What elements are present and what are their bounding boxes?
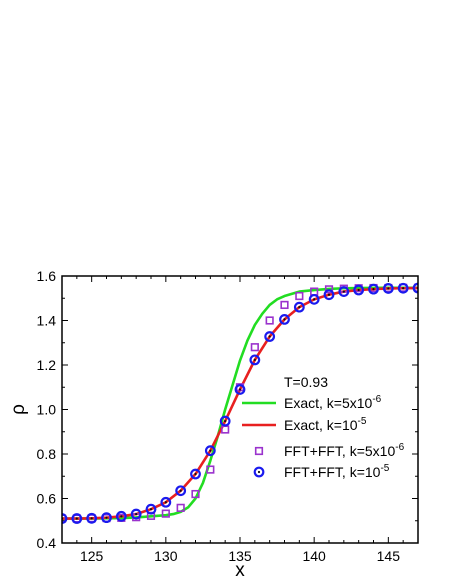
fft-k1e-5-point-center: [135, 512, 138, 516]
fft-k1e-5-point-center: [372, 288, 375, 291]
fft-k1e-5-point: [115, 510, 127, 522]
legend-label-exponent: -5: [358, 416, 367, 427]
fft-k1e-5-point-center: [268, 335, 271, 338]
legend-label-0: Exact, k=5x10-6: [284, 394, 382, 411]
fft-k1e-5-point-center: [164, 501, 167, 504]
fft-k1e-5-point: [145, 503, 157, 515]
fft-k1e-5-point: [234, 384, 246, 395]
x-tick-label: 145: [377, 548, 401, 564]
fft-k1e-5-point: [71, 513, 83, 524]
fft-k1e-5-point: [190, 468, 201, 480]
fft-k1e-5-point-center: [209, 449, 212, 452]
y-tick-label: 1.2: [37, 357, 57, 373]
y-tick-label: 1.6: [37, 268, 57, 284]
fft-k1e-5-point: [353, 284, 365, 296]
fft-k1e-5-point: [219, 415, 231, 427]
y-axis-label: ρ: [8, 404, 29, 415]
fft-k5e-6-point: [295, 291, 304, 301]
fft-k1e-5-point: [397, 282, 409, 294]
fft-k1e-5-point-center: [238, 388, 242, 391]
fft-k1e-5-point: [130, 508, 142, 520]
fft-k5e-6-point: [206, 465, 215, 474]
fft-k1e-5-point-center: [387, 287, 390, 290]
temperature-annotation: T=0.93: [284, 374, 328, 390]
exact-k5e-6-line: [62, 286, 418, 520]
y-tick-label: 0.8: [37, 446, 57, 462]
fft-k1e-5-point: [86, 512, 98, 524]
fft-k5e-6-point: [176, 503, 185, 512]
x-tick-label: 135: [228, 548, 252, 564]
legend-marker-2: [254, 446, 264, 456]
x-tick-label: 140: [302, 548, 326, 564]
fft-k1e-5-point: [368, 283, 379, 295]
fft-k1e-5-point-center: [120, 515, 123, 518]
legend-label-text: FFT+FFT, k=10: [284, 464, 381, 480]
x-tick-label: 130: [154, 548, 178, 564]
fft-k1e-5-point: [412, 282, 418, 294]
fft-k1e-5-point-center: [283, 318, 286, 321]
fft-k5e-6-point: [324, 285, 334, 294]
fft-k1e-5-point: [175, 485, 187, 497]
fft-k1e-5-point-center: [179, 489, 182, 492]
fft-k1e-5-point-center: [224, 419, 227, 423]
legend-label-1: Exact, k=10-5: [284, 416, 367, 433]
fft-k1e-5-point: [249, 354, 261, 366]
y-tick-label: 1.0: [37, 402, 57, 418]
fft-k1e-5-point: [382, 283, 394, 294]
legend-marker-3: [253, 466, 265, 478]
y-tick-label: 0.4: [37, 535, 57, 551]
fft-k5e-6-point: [280, 300, 289, 310]
fft-k5e-6-point: [265, 316, 274, 325]
fft-k1e-5-point-center: [194, 472, 197, 476]
fft-k1e-5-point-center: [342, 290, 345, 293]
fft-k1e-5-point: [204, 445, 216, 457]
plot-frame: [61, 275, 419, 544]
fft-k1e-5-point: [308, 293, 320, 305]
fft-k5e-6-point: [161, 509, 170, 518]
fft-k1e-5-point-center: [313, 298, 316, 301]
fft-k1e-5-point-center: [75, 517, 78, 520]
fft-k1e-5-point-center: [105, 516, 108, 519]
fft-k1e-5-point: [264, 331, 276, 342]
fft-k1e-5-point-center: [90, 517, 93, 520]
plot-area: [62, 282, 418, 524]
fft-k1e-5-point-center: [327, 293, 331, 296]
tick-labels: 125 130 135 140 145 0.4 0.6 0.8 1.0 1.2 1.4 1.6: [37, 268, 401, 564]
legend-label-3: FFT+FFT, k=10-5: [284, 463, 390, 480]
legend-label-text: FFT+FFT, k=5x10: [284, 443, 395, 459]
fft-k1e-5-point-center: [298, 306, 301, 309]
x-axis-label: x: [235, 560, 245, 581]
legend-marker-3-center: [257, 470, 261, 474]
fft-k1e-5-point: [293, 301, 305, 313]
legend-label-2: FFT+FFT, k=5x10-6: [284, 442, 405, 459]
legend-label-text: Exact, k=10: [284, 417, 358, 433]
fft-k1e-5-point-center: [357, 288, 360, 292]
fft-k1e-5-point: [101, 512, 112, 524]
fft-k1e-5-point: [323, 289, 335, 301]
x-tick-label: 125: [80, 548, 104, 564]
legend-label-exponent: -6: [395, 442, 404, 453]
fft-k1e-5-point: [160, 496, 172, 508]
y-tick-label: 0.6: [37, 491, 57, 507]
legend-label-text: Exact, k=5x10: [284, 395, 373, 411]
legend-label-exponent: -6: [372, 394, 381, 405]
fft-k1e-5-point: [338, 286, 350, 297]
fft-k1e-5-point-center: [149, 508, 153, 511]
y-tick-label: 1.4: [37, 313, 57, 329]
fft-k1e-5-point: [279, 313, 290, 325]
legend-label-exponent: -5: [380, 463, 389, 474]
fft-k5e-6-point: [250, 343, 259, 352]
fft-k1e-5-point-center: [402, 287, 405, 290]
fft-k5e-6-point: [191, 489, 200, 499]
fft-k1e-5-point-center: [253, 358, 256, 361]
